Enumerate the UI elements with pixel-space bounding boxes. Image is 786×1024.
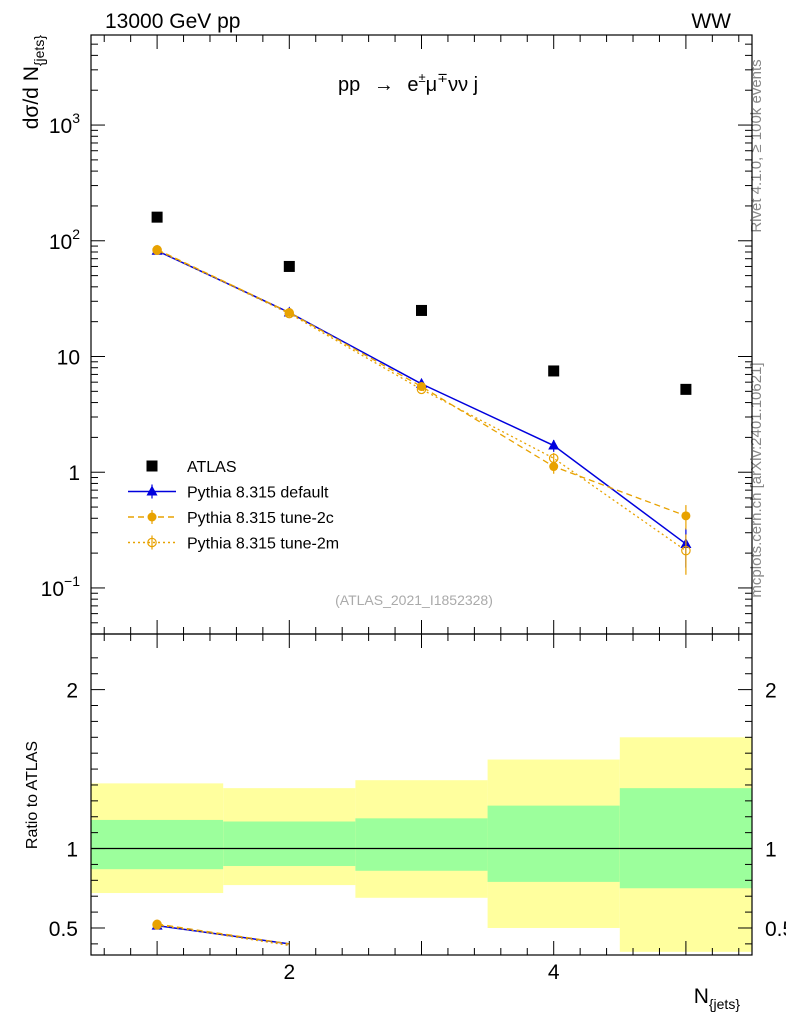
data-point-0 xyxy=(680,383,692,395)
data-point-0 xyxy=(416,304,427,316)
legend: ATLAS Pythia 8.315 default Pythia 8.315 tu… xyxy=(128,459,339,553)
ratio-y-tick-label-right: 2 xyxy=(765,680,777,703)
ratio-line-1 xyxy=(157,923,290,945)
legend-item-1: Pythia 8.315 default xyxy=(128,484,329,502)
x-axis-label: N{jets} xyxy=(694,985,741,1012)
uncertainty-band-green-2 xyxy=(355,818,488,871)
main-y-axis-label: dσ/d N{jets} xyxy=(20,35,47,130)
ratio-frame xyxy=(90,633,753,956)
uncertainty-band-green-3 xyxy=(487,805,620,882)
ratio-panel: 0.5 0.5 1 1 2 2 2 4 Ratio to ATLAS N{jets} xyxy=(24,633,786,1012)
data-point-3 xyxy=(681,545,691,556)
data-point-3 xyxy=(416,384,427,395)
legend-item-3: Pythia 8.315 tune-2m xyxy=(128,535,339,553)
legend-item-2: Pythia 8.315 tune-2c xyxy=(128,510,334,527)
ratio-y-tick-label-left: 2 xyxy=(66,680,78,703)
data-point-2 xyxy=(549,462,559,472)
main-y-tick-label: 1 xyxy=(68,462,80,485)
legend-marker xyxy=(146,460,158,472)
data-point-3 xyxy=(284,308,295,319)
ratio-point-1 xyxy=(152,919,162,929)
legend-label: Pythia 8.315 default xyxy=(187,485,329,502)
ratio-y-axis-label: Ratio to ATLAS xyxy=(24,741,41,849)
ratio-y-tick-label-right: 0.5 xyxy=(765,918,786,941)
main-y-tick-label: 102 xyxy=(49,226,80,254)
data-point-0 xyxy=(548,365,560,377)
data-point-0 xyxy=(151,211,163,223)
mcplots-source-label: mcplots.cern.ch [arXiv:2401.10621] xyxy=(748,362,765,597)
uncertainty-band-green-1 xyxy=(223,821,356,867)
main-y-tick-label: 10−1 xyxy=(41,573,81,601)
main-y-tick-label: 103 xyxy=(49,110,80,138)
main-y-tick-label: 10 xyxy=(57,346,80,369)
data-point-2 xyxy=(681,511,691,521)
ratio-y-tick-label-right: 1 xyxy=(765,839,777,862)
data-point-0 xyxy=(283,260,295,272)
legend-item-0: ATLAS xyxy=(146,459,237,476)
legend-label: Pythia 8.315 tune-2c xyxy=(187,510,334,527)
ratio-y-tick-label-left: 0.5 xyxy=(49,918,78,941)
legend-marker xyxy=(147,512,157,522)
data-point-1 xyxy=(548,439,560,450)
ratio-point-2 xyxy=(152,920,162,930)
x-tick-label: 4 xyxy=(548,961,560,984)
header-channel-label: WW xyxy=(691,10,731,33)
legend-label: ATLAS xyxy=(187,459,237,476)
legend-marker xyxy=(147,537,157,548)
main-panel: pp → e±μ∓νν j dσ/d N{jets} (ATLAS_2021_I… xyxy=(20,34,753,635)
uncertainty-band-green-0 xyxy=(91,819,224,870)
legend-marker xyxy=(146,485,158,496)
x-tick-label: 2 xyxy=(283,961,295,984)
data-point-3 xyxy=(152,245,162,255)
ratio-y-tick-label-left: 1 xyxy=(66,839,78,862)
legend-label: Pythia 8.315 tune-2m xyxy=(187,536,339,553)
rivet-version-label: Rivet 4.1.0, ≥ 100k events xyxy=(748,59,765,232)
data-point-3 xyxy=(548,453,559,464)
series-line-3 xyxy=(156,249,687,552)
header-process-label: 13000 GeV pp xyxy=(105,10,240,33)
uncertainty-band-green-4 xyxy=(619,788,752,889)
plot-title: pp → e±μ∓νν j xyxy=(338,70,478,96)
analysis-watermark: (ATLAS_2021_I1852328) xyxy=(335,592,493,608)
ratio-line-2 xyxy=(156,924,290,947)
